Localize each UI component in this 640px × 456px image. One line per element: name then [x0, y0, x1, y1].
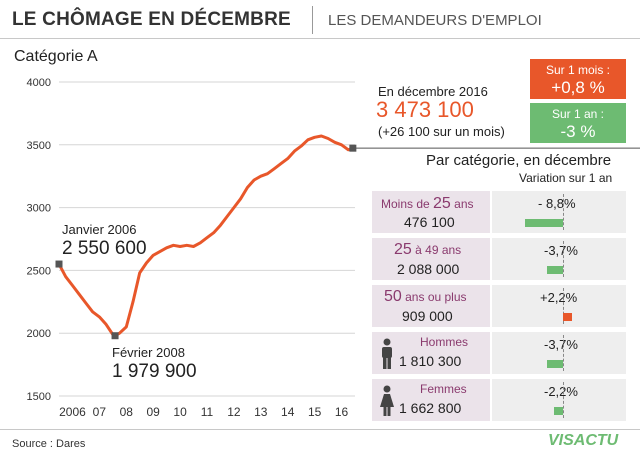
x-tick-label: 07: [93, 405, 107, 419]
page-title: LE CHÔMAGE EN DÉCEMBRE: [12, 9, 291, 30]
category-label: Hommes: [420, 335, 469, 349]
category-pct: - 8,8%: [538, 196, 576, 211]
annotation-min-value: 1 979 900: [112, 361, 197, 382]
page-subtitle: LES DEMANDEURS D'EMPLOI: [328, 12, 542, 29]
x-axis-ticks: 2006 07 08 09 10 11 12 13 14 15 16: [59, 405, 348, 419]
monthly-change-value: +0,8 %: [551, 78, 605, 97]
category-row-label-box: 25 à 49 ans 2 088 000: [372, 238, 490, 280]
category-pct: +2,2%: [540, 290, 578, 305]
yearly-change-label: Sur 1 an :: [551, 107, 605, 121]
category-pct: -2,2%: [544, 384, 578, 399]
woman-icon: [380, 385, 394, 416]
header-separator: [312, 6, 313, 34]
zero-line: [563, 194, 564, 230]
zero-line: [563, 241, 564, 277]
footer-divider: [0, 429, 640, 430]
data-marker: [111, 332, 119, 340]
yearly-change-value: -3 %: [560, 122, 596, 141]
category-label: Femmes: [420, 382, 467, 396]
source-note: Source : Dares: [12, 438, 86, 450]
zero-line: [563, 288, 564, 324]
x-tick-label: 2006: [59, 405, 86, 419]
zero-line: [563, 335, 564, 371]
x-tick-label: 08: [120, 405, 134, 419]
category-value: 1 662 800: [399, 400, 462, 416]
category-row-label-box: Moins de 25 ans 476 100: [372, 191, 490, 233]
category-bar: [563, 313, 573, 321]
current-delta: (+26 100 sur un mois): [378, 124, 505, 139]
chart-grid: [59, 81, 355, 397]
chart-category-label: Catégorie A: [14, 48, 98, 65]
category-label: 50 ans ou plus: [384, 288, 467, 305]
category-value: 1 810 300: [399, 353, 462, 369]
category-bar: [547, 266, 563, 274]
yearly-change-box: Sur 1 an : -3 %: [530, 103, 626, 143]
x-tick-label: 10: [173, 405, 187, 419]
chart-markers: [55, 144, 357, 340]
man-icon: [382, 338, 392, 369]
breakdown-subtitle: Variation sur 1 an: [519, 171, 613, 185]
y-axis-ticks: 1500 2000 2500 3000 3500 4000: [27, 77, 51, 403]
monthly-change-label: Sur 1 mois :: [545, 63, 611, 77]
y-tick-label: 1500: [27, 391, 51, 403]
x-tick-label: 11: [201, 405, 214, 419]
category-row-label-box: 50 ans ou plus 909 000: [372, 285, 490, 327]
zero-line: [563, 382, 564, 418]
category-label: 25 à 49 ans: [394, 241, 462, 258]
category-bar-box: -3,7%: [492, 238, 626, 280]
x-tick-label: 09: [147, 405, 161, 419]
y-tick-label: 2500: [27, 265, 51, 277]
line-chart: 1500 2000 2500 3000 3500 4000 2006 07 08 09 10 11 1…: [27, 77, 640, 419]
category-bar-box: - 8,8%: [492, 191, 626, 233]
category-bar-box: +2,2%: [492, 285, 626, 327]
breakdown-title: Par catégorie, en décembre: [426, 152, 612, 169]
category-bar: [525, 219, 563, 227]
category-bar-box: -2,2%: [492, 379, 626, 421]
y-tick-label: 2000: [27, 328, 51, 340]
y-tick-label: 3000: [27, 203, 51, 215]
category-bar-box: -3,7%: [492, 332, 626, 374]
annotation-start-value: 2 550 600: [62, 238, 147, 259]
x-tick-label: 13: [254, 405, 268, 419]
annotation-start-label: Janvier 2006: [62, 222, 136, 237]
current-value: 3 473 100: [376, 97, 474, 122]
header-divider: [0, 38, 640, 39]
category-value: 909 000: [402, 308, 453, 324]
category-value: 2 088 000: [397, 261, 460, 277]
category-value: 476 100: [404, 214, 455, 230]
category-bar: [553, 407, 563, 415]
monthly-change-box: Sur 1 mois : +0,8 %: [530, 59, 626, 99]
category-pct: -3,7%: [544, 337, 578, 352]
current-label: En décembre 2016: [378, 84, 488, 99]
category-pct: -3,7%: [544, 243, 578, 258]
annotation-min-label: Février 2008: [112, 345, 185, 360]
x-tick-label: 14: [281, 405, 295, 419]
data-marker: [349, 144, 357, 152]
series-line: [57, 134, 355, 338]
x-tick-label: 16: [335, 405, 349, 419]
x-tick-label: 15: [308, 405, 322, 419]
x-tick-label: 12: [227, 405, 241, 419]
category-bar: [547, 360, 563, 368]
category-row-label-box: Hommes 1 810 300: [372, 332, 490, 374]
y-tick-label: 3500: [27, 140, 51, 152]
y-tick-label: 4000: [27, 77, 51, 89]
category-row-label-box: Femmes 1 662 800: [372, 379, 490, 421]
category-label: Moins de 25 ans: [381, 195, 474, 212]
brand-logo: VISACTU: [548, 432, 619, 449]
data-marker: [55, 260, 63, 268]
